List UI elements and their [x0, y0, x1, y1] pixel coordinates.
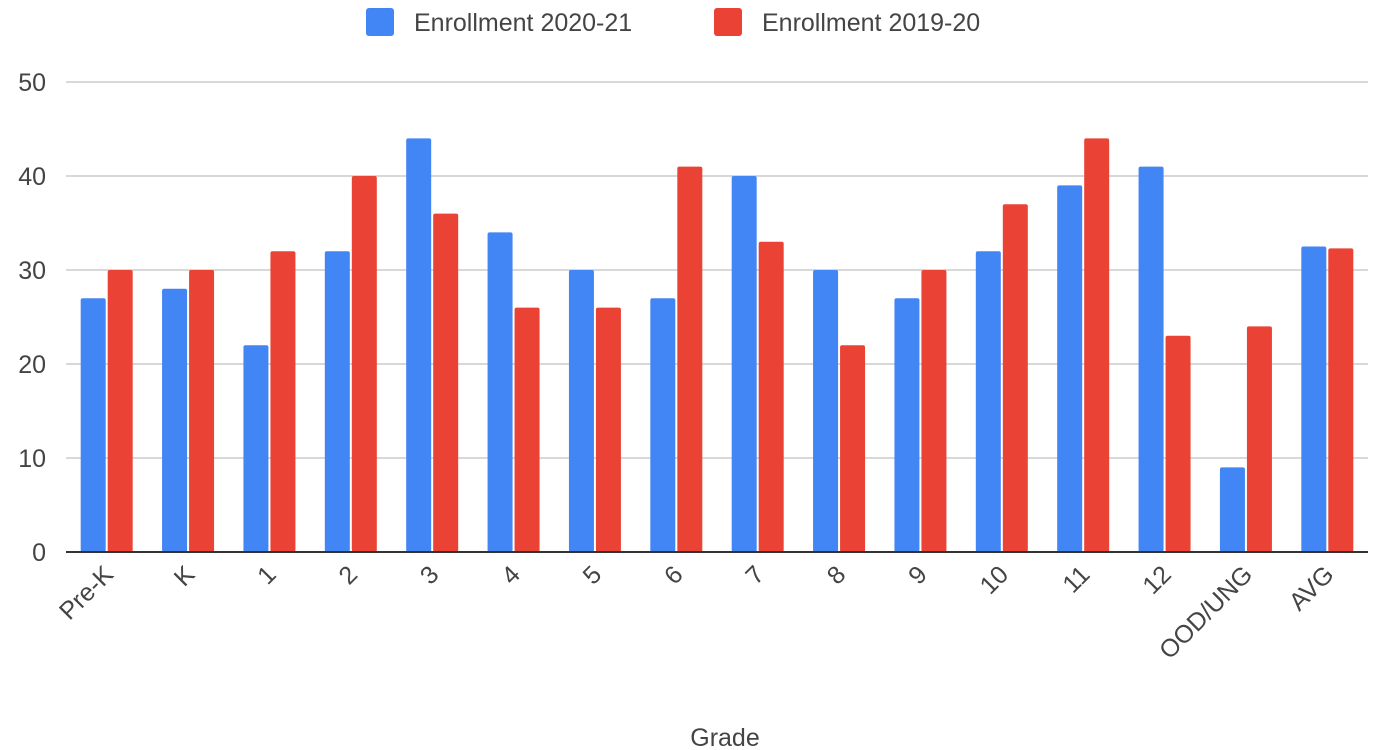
x-tick-label-avg: AVG [1284, 560, 1340, 616]
legend: Enrollment 2020-21 Enrollment 2019-20 [366, 8, 980, 37]
bar-enrollment-2019-20-avg [1328, 248, 1354, 552]
bar-enrollment-2019-20-ood-ung [1246, 326, 1272, 552]
y-tick-label-40: 40 [18, 163, 46, 191]
bars [80, 138, 1354, 553]
x-tick-label-k: K [169, 560, 201, 592]
x-tick-label-10: 10 [975, 560, 1014, 599]
bar-enrollment-2019-20-3 [433, 213, 459, 552]
bar-enrollment-2019-20-k [189, 270, 215, 552]
x-tick-label-5: 5 [578, 560, 608, 590]
x-tick-label-12: 12 [1137, 560, 1176, 599]
x-tick-label-11: 11 [1057, 560, 1095, 598]
bar-enrollment-2020-21-7 [731, 176, 757, 552]
bar-enrollment-2020-21-2 [324, 251, 350, 552]
bar-enrollment-2020-21-4 [487, 232, 513, 552]
y-tick-label-0: 0 [32, 539, 46, 567]
bar-enrollment-2019-20-12 [1165, 335, 1191, 552]
bar-enrollment-2019-20-2 [351, 176, 377, 552]
x-tick-label-pre-k: Pre-K [54, 560, 119, 625]
bar-enrollment-2019-20-pre-k [107, 270, 133, 552]
bar-enrollment-2019-20-11 [1084, 138, 1110, 552]
legend-swatch-enrollment-2020-21 [366, 8, 394, 36]
y-tick-label-50: 50 [18, 69, 46, 97]
bar-enrollment-2020-21-avg [1301, 246, 1327, 552]
bar-enrollment-2019-20-6 [677, 166, 703, 552]
y-axis-ticks: 0 10 20 30 40 50 [18, 69, 46, 567]
x-tick-label-1: 1 [252, 560, 282, 590]
bar-enrollment-2019-20-9 [921, 270, 947, 552]
bar-enrollment-2020-21-1 [243, 345, 269, 552]
bar-enrollment-2020-21-11 [1057, 185, 1083, 552]
bar-enrollment-2020-21-6 [650, 298, 676, 552]
bar-enrollment-2019-20-7 [758, 241, 784, 553]
x-axis-title: Grade [690, 724, 759, 750]
y-tick-label-30: 30 [18, 257, 46, 285]
x-tick-label-7: 7 [740, 560, 770, 590]
bar-enrollment-2020-21-3 [406, 138, 432, 552]
bar-enrollment-2020-21-9 [894, 298, 920, 552]
bar-enrollment-2020-21-10 [975, 251, 1001, 552]
x-tick-label-6: 6 [659, 560, 689, 590]
x-tick-label-8: 8 [822, 560, 852, 590]
x-tick-label-3: 3 [415, 560, 445, 590]
bar-enrollment-2019-20-5 [595, 307, 621, 552]
bar-enrollment-2019-20-1 [270, 251, 296, 552]
x-tick-label-4: 4 [496, 560, 526, 590]
bar-enrollment-2020-21-8 [813, 270, 839, 552]
y-tick-label-20: 20 [18, 351, 46, 379]
bar-enrollment-2020-21-12 [1138, 166, 1164, 552]
bar-enrollment-2019-20-8 [840, 345, 866, 552]
bar-enrollment-2020-21-pre-k [80, 298, 106, 552]
legend-label-enrollment-2020-21: Enrollment 2020-21 [414, 9, 632, 37]
bar-enrollment-2019-20-4 [514, 307, 540, 552]
x-tick-label-2: 2 [333, 560, 363, 590]
bar-enrollment-2020-21-k [162, 288, 188, 552]
legend-label-enrollment-2019-20: Enrollment 2019-20 [762, 9, 980, 37]
y-tick-label-10: 10 [18, 445, 46, 473]
legend-swatch-enrollment-2019-20 [714, 8, 742, 36]
bar-enrollment-2019-20-10 [1002, 204, 1028, 552]
x-tick-label-9: 9 [903, 560, 933, 590]
bar-enrollment-2020-21-5 [568, 270, 594, 552]
bar-enrollment-2020-21-ood-ung [1219, 467, 1245, 552]
